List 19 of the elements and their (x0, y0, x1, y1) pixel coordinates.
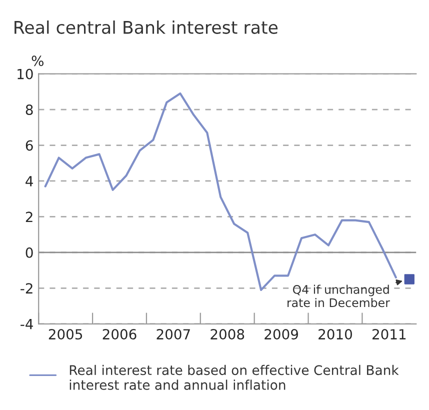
x-tick-label: 2009 (264, 329, 298, 340)
x-tick-label: 2011 (372, 329, 406, 340)
y-tick-label: 0 (26, 247, 33, 258)
y-axis-title: % (32, 56, 44, 66)
y-tick-label: -2 (20, 283, 32, 294)
x-tick-label: 2010 (318, 329, 352, 340)
annotation: Q4 if unchanged rate in December (288, 284, 390, 308)
x-tick-label: 2005 (48, 329, 82, 340)
y-tick-label: 6 (26, 140, 33, 151)
y-tick-label: -4 (20, 319, 33, 330)
chart-title: Real central Bank interest rate (14, 20, 278, 34)
x-tick-label: 2006 (102, 329, 136, 340)
y-tick-label: 10 (18, 68, 33, 80)
legend-label: Real interest rate based on effective Central Bank interest rate and annual inflation (70, 364, 399, 390)
y-tick-label: 4 (26, 176, 33, 186)
x-tick-label: 2007 (156, 329, 190, 340)
y-tick-label: 8 (26, 104, 33, 116)
x-tick-label: 2008 (210, 329, 244, 340)
y-tick-label: 2 (26, 212, 32, 222)
